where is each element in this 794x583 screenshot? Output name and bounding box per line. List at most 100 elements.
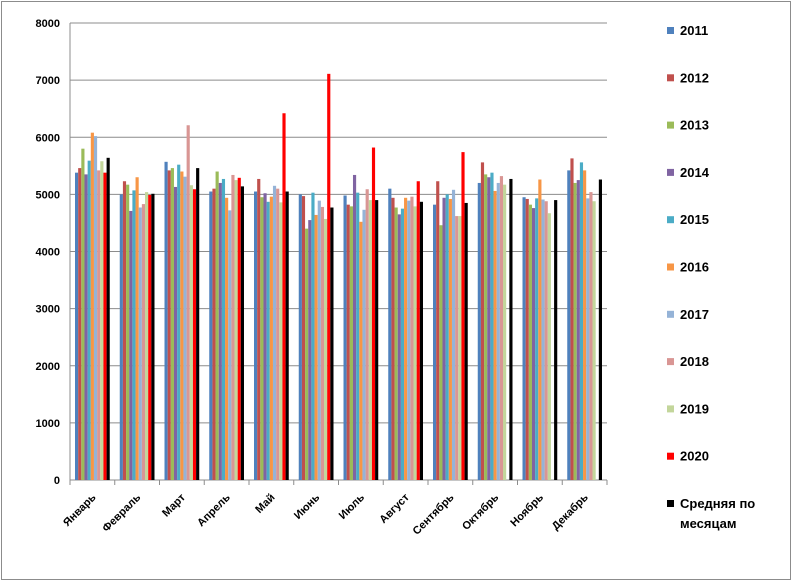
bar: [490, 172, 494, 481]
bar: [368, 200, 372, 480]
x-tick-label: Октябрь: [460, 491, 501, 532]
bar: [126, 184, 130, 480]
legend-swatch: [667, 27, 674, 34]
bar: [407, 200, 411, 480]
y-tick-label: 8000: [36, 18, 60, 30]
bar: [119, 194, 123, 480]
bar: [170, 168, 174, 480]
bar: [282, 113, 286, 480]
bar: [234, 180, 238, 480]
x-tick-label: Август: [377, 491, 412, 526]
bar: [308, 220, 312, 481]
bar: [276, 188, 280, 480]
bar: [228, 210, 232, 480]
bar: [237, 177, 241, 480]
bar: [352, 174, 357, 480]
bar: [145, 192, 149, 480]
bar: [87, 160, 91, 480]
bar: [416, 181, 420, 480]
bar: [592, 201, 596, 481]
legend-label: 2017: [680, 307, 709, 322]
bar: [221, 178, 226, 481]
bar: [263, 193, 267, 481]
bar: [180, 171, 184, 480]
legend-label: 2018: [680, 354, 709, 369]
bar: [100, 161, 104, 480]
legend-swatch: [667, 263, 674, 271]
x-tick-label: Апрель: [195, 491, 233, 529]
legend-label: Средняя по: [680, 496, 755, 511]
x-tick-label: Ноябрь: [508, 491, 546, 529]
bar: [177, 164, 181, 481]
bar: [598, 179, 602, 480]
bar: [480, 162, 485, 480]
bar: [356, 192, 360, 480]
bar: [343, 195, 347, 480]
bar: [90, 132, 94, 480]
bar: [573, 182, 577, 480]
y-tick-label: 2000: [36, 361, 60, 373]
bar: [419, 201, 423, 480]
y-tick-label: 0: [54, 475, 60, 487]
legend-swatch: [667, 74, 674, 82]
bar: [586, 198, 590, 480]
bar: [215, 171, 219, 480]
bar: [451, 189, 456, 480]
x-tick-label: Июль: [337, 491, 367, 521]
bar: [484, 174, 488, 480]
bar: [164, 161, 168, 480]
bar: [346, 204, 350, 480]
bar: [413, 206, 417, 480]
bar: [445, 194, 449, 480]
bar: [461, 152, 465, 481]
bar: [509, 178, 513, 481]
bar: [209, 191, 213, 481]
legend-swatch: [667, 310, 674, 318]
x-tick-label: Июнь: [292, 491, 322, 521]
bar: [541, 199, 545, 481]
y-tick-label: 6000: [36, 132, 60, 144]
bar: [330, 207, 334, 481]
bar: [135, 177, 139, 481]
legend-label: 2013: [680, 118, 709, 133]
bar: [362, 209, 366, 480]
bar: [103, 172, 107, 481]
bar: [192, 189, 197, 480]
legend-swatch: [667, 452, 674, 460]
bar: [93, 136, 98, 481]
x-tick-label: Май: [253, 492, 277, 516]
bar: [311, 192, 315, 480]
bar: [528, 204, 532, 480]
bar: [535, 198, 539, 480]
bar: [525, 198, 529, 480]
bar: [576, 180, 580, 480]
bar: [349, 206, 353, 480]
bar: [218, 182, 222, 480]
bar: [375, 200, 379, 480]
bar: [122, 181, 127, 480]
bar: [167, 170, 171, 480]
bar: [324, 218, 328, 480]
bar: [231, 174, 235, 480]
legend-label: месяцам: [680, 516, 737, 531]
bar: [314, 214, 318, 480]
x-tick-label: Сентябрь: [411, 491, 457, 537]
bar: [477, 182, 481, 480]
bar: [148, 194, 152, 481]
bar: [327, 73, 331, 480]
bar: [400, 208, 405, 480]
bar: [538, 179, 542, 480]
x-tick-label: Март: [160, 491, 188, 519]
bar: [129, 210, 133, 480]
y-tick-label: 7000: [36, 75, 60, 87]
bar: [186, 125, 190, 480]
bar: [78, 168, 82, 480]
bar: [305, 228, 309, 480]
bar: [84, 174, 88, 480]
bar: [464, 202, 468, 480]
bar: [254, 191, 258, 481]
legend-swatch: [667, 358, 674, 366]
bar: [388, 188, 392, 480]
bar: [301, 196, 306, 480]
